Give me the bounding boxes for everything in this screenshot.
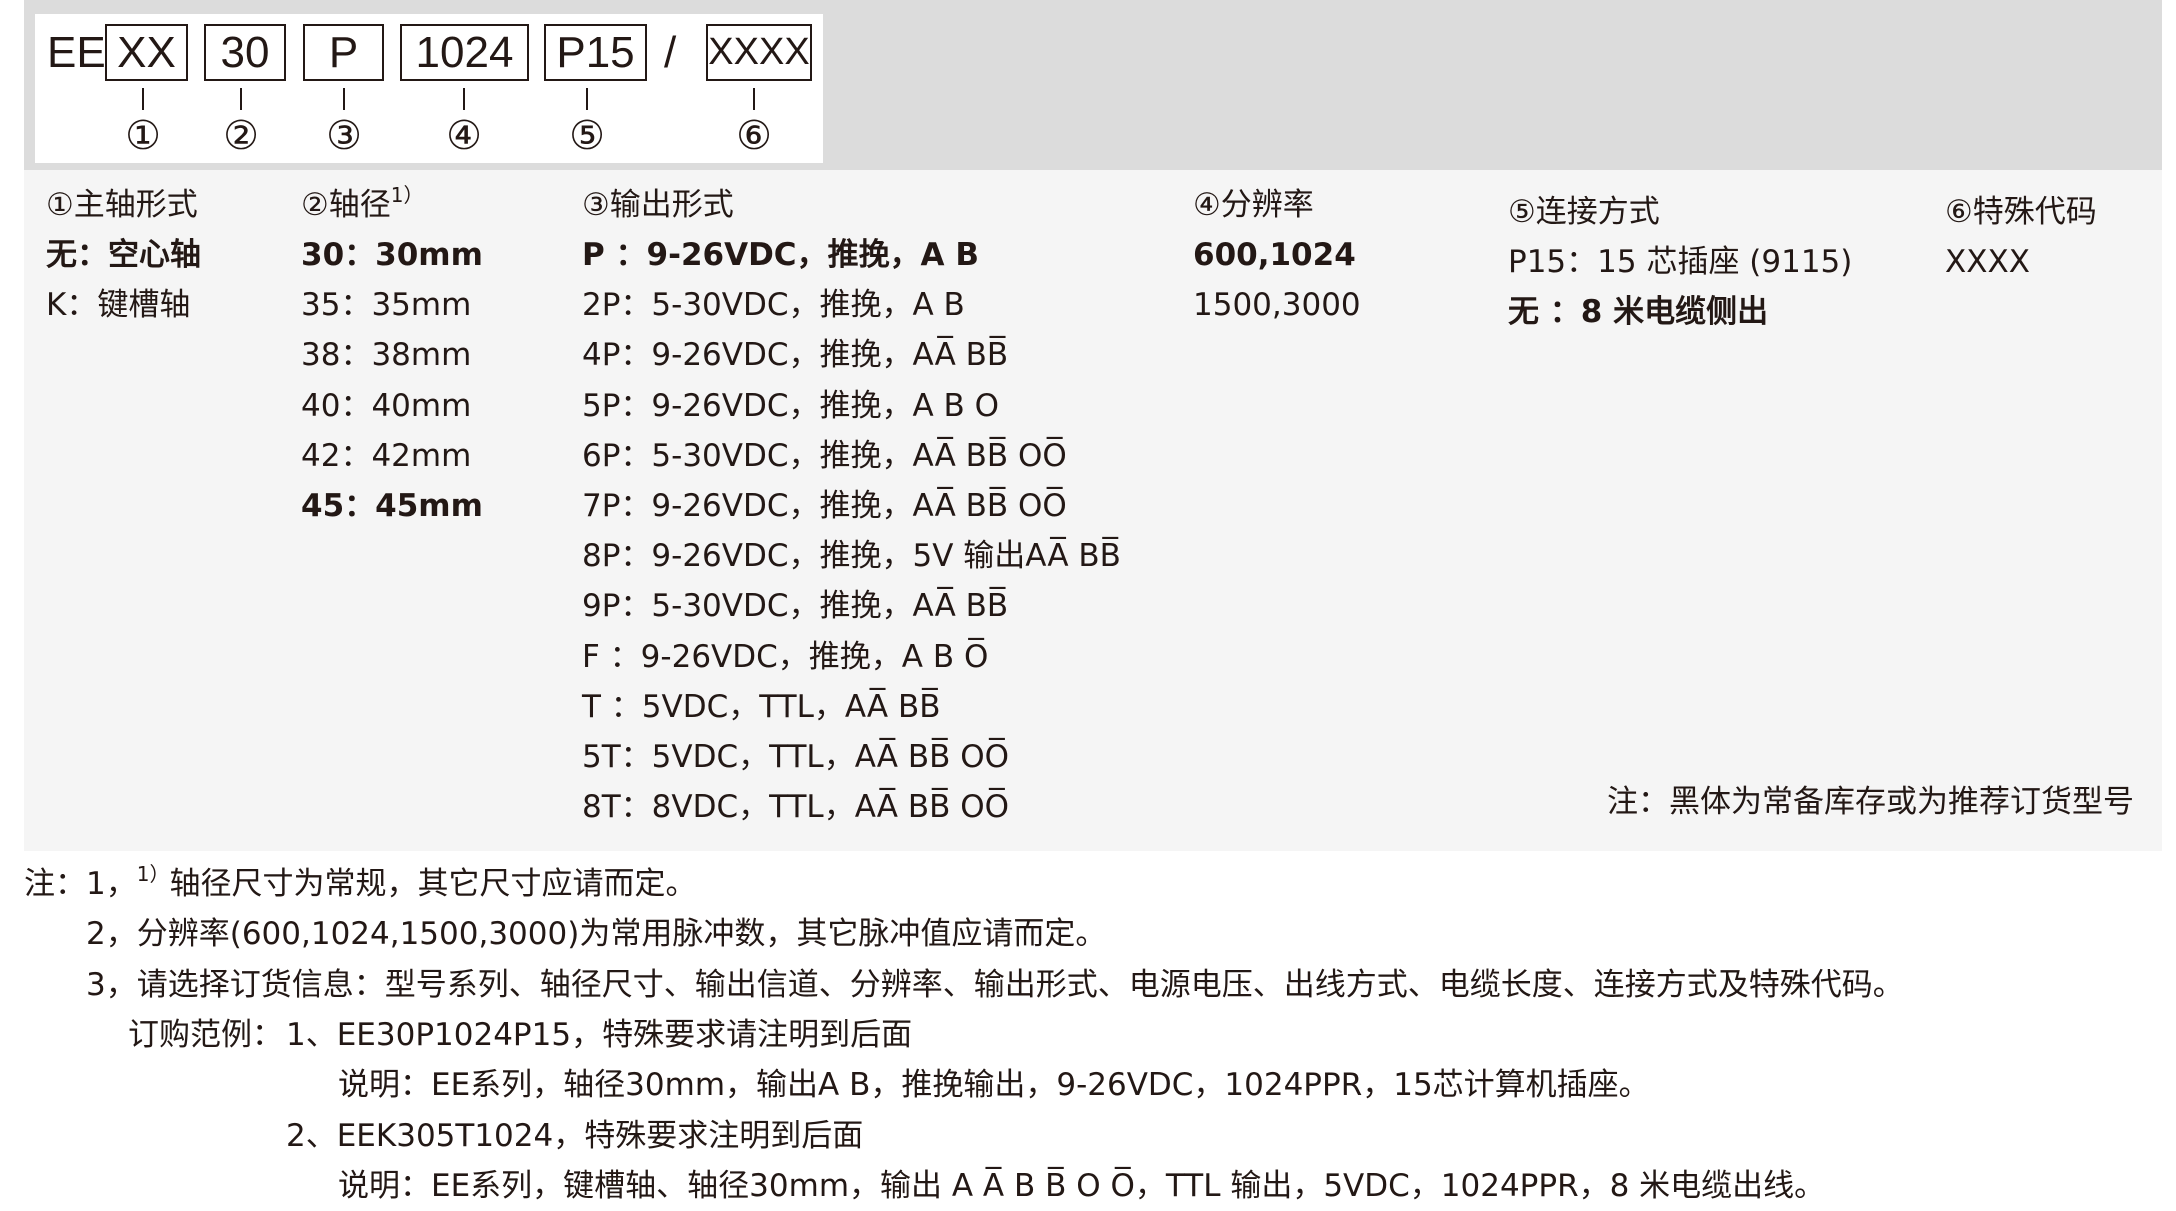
option-item-output-type: 2P：5-30VDC，推挽，A B <box>582 287 965 324</box>
option-item-shaft-diameter: 40：40mm <box>301 387 472 424</box>
code-segment-diameter: 30 <box>204 24 286 81</box>
option-item-shaft-type: 无：空心轴 <box>46 237 201 273</box>
option-item-output-type: 5P：9-26VDC，推挽，A B O <box>582 387 1000 424</box>
example-1: 1、EE30P1024P15，特殊要求请注明到后面 <box>286 1017 913 1053</box>
note-1-text: 轴径尺寸为常规，其它尺寸应请而定。 <box>169 866 697 902</box>
code-segment-connection: P15 <box>544 24 647 81</box>
option-item-shaft-diameter: 42：42mm <box>301 437 472 474</box>
option-item-shaft-diameter: 45：45mm <box>301 488 483 524</box>
marker-5: ⑤ <box>569 113 605 159</box>
marker-2: ② <box>223 113 259 159</box>
option-item-output-type: 5T：5VDC，TTL，AA̅ BB̅ OO̅ <box>582 739 1010 775</box>
option-item-shaft-diameter: 38：38mm <box>301 337 472 374</box>
code-segment-shaft: XX <box>105 24 188 81</box>
marker-1: ① <box>125 113 161 159</box>
tick-line <box>586 88 588 110</box>
option-item-output-type: P ：9-26VDC，推挽，A B <box>582 237 979 273</box>
option-item-shaft-diameter: 30：30mm <box>301 237 483 273</box>
tick-line <box>240 88 242 110</box>
option-item-shaft-type: K：键槽轴 <box>46 287 191 324</box>
panel-note: 注：黑体为常备库存或为推荐订货型号 <box>1607 784 2134 820</box>
column-header-text: ①主轴形式 <box>46 187 198 223</box>
column-header-special-code: ⑥特殊代码 <box>1945 187 2097 237</box>
option-item-output-type: 8P：9-26VDC，推挽，5V 输出AA̅ BB̅ <box>582 538 1121 575</box>
tick-line <box>142 88 144 110</box>
column-header-shaft-diameter: ②轴径1） <box>301 180 424 230</box>
note-2: 2，分辨率(600,1024,1500,3000)为常用脉冲数，其它脉冲值应请而… <box>86 916 1107 952</box>
tick-line <box>463 88 465 110</box>
option-item-output-type: 9P：5-30VDC，推挽，AA̅ BB̅ <box>582 588 1009 625</box>
column-header-text: ②轴径 <box>301 187 391 223</box>
footnote-marker: 1） <box>390 183 424 207</box>
code-segment-resolution: 1024 <box>400 24 529 81</box>
example-1-desc: 说明：EE系列，轴径30mm，输出A B，推挽输出，9-26VDC，1024PP… <box>338 1067 1650 1103</box>
code-prefix: EE <box>47 28 106 77</box>
code-slash: / <box>664 28 677 77</box>
marker-3: ③ <box>326 113 362 159</box>
column-header-text: ⑤连接方式 <box>1508 194 1660 230</box>
model-code-box <box>35 14 823 163</box>
option-item-output-type: T ：5VDC，TTL，AA̅ BB̅ <box>582 688 941 725</box>
marker-4: ④ <box>446 113 482 159</box>
option-item-connection: 无 ：8 米电缆侧出 <box>1508 294 1769 331</box>
example-2: 2、EEK305T1024，特殊要求注明到后面 <box>286 1118 864 1154</box>
column-header-shaft-type: ①主轴形式 <box>46 180 198 230</box>
column-header-text: ③输出形式 <box>582 187 734 223</box>
column-header-resolution: ④分辨率 <box>1193 180 1314 230</box>
options-panel <box>24 170 2162 851</box>
example-2-desc: 说明：EE系列，键槽轴、轴径30mm，输出 A A̅ B B̅ O O̅，TTL… <box>338 1168 1826 1204</box>
note-1-prefix: 注：1， <box>24 866 137 902</box>
option-item-output-type: 7P：9-26VDC，推挽，AA̅ BB̅ OO̅ <box>582 488 1067 524</box>
option-item-shaft-diameter: 35：35mm <box>301 287 472 324</box>
option-item-special-code: XXXX <box>1945 244 2030 280</box>
note-3: 3，请选择订货信息：型号系列、轴径尺寸、输出信道、分辨率、输出形式、电源电压、出… <box>86 967 1904 1003</box>
column-header-text: ④分辨率 <box>1193 187 1314 223</box>
example-label: 订购范例： <box>128 1017 283 1053</box>
option-item-resolution: 600,1024 <box>1193 237 1356 273</box>
column-header-output-type: ③输出形式 <box>582 180 734 230</box>
code-segment-special: XXXX <box>706 24 812 81</box>
note-1: 注：1，1）轴径尺寸为常规，其它尺寸应请而定。 <box>24 859 696 909</box>
option-item-output-type: 8T：8VDC，TTL，AA̅ BB̅ OO̅ <box>582 789 1010 826</box>
column-header-text: ⑥特殊代码 <box>1945 194 2097 230</box>
option-item-output-type: 4P：9-26VDC，推挽，AA̅ BB̅ <box>582 337 1009 374</box>
option-item-connection: P15：15 芯插座 (9115) <box>1508 244 1853 280</box>
option-item-resolution: 1500,3000 <box>1193 287 1361 324</box>
note-1-sup: 1） <box>136 862 170 886</box>
option-item-output-type: F ：9-26VDC，推挽，A B O̅ <box>582 638 989 675</box>
code-segment-output: P <box>303 24 384 81</box>
column-header-connection: ⑤连接方式 <box>1508 187 1660 237</box>
option-item-output-type: 6P：5-30VDC，推挽，AA̅ BB̅ OO̅ <box>582 437 1067 474</box>
tick-line <box>753 88 755 110</box>
tick-line <box>343 88 345 110</box>
marker-6: ⑥ <box>736 113 772 159</box>
